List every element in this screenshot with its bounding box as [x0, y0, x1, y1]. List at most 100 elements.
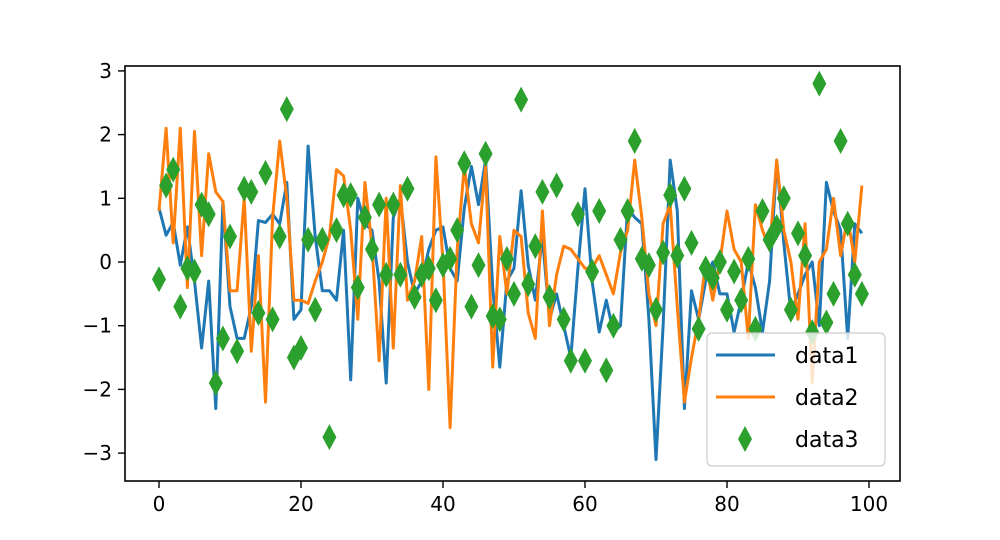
- data-point: [407, 284, 422, 311]
- data-point: [833, 127, 848, 154]
- data-point: [712, 249, 727, 275]
- legend-box: [706, 332, 886, 467]
- data-point: [791, 220, 805, 247]
- data-point: [521, 271, 536, 298]
- data-point: [251, 299, 266, 326]
- y-tick-label: 1: [99, 186, 112, 210]
- data-point: [279, 96, 294, 123]
- data-point: [265, 306, 280, 333]
- x-tick-label: 100: [850, 492, 888, 516]
- data-point: [606, 312, 621, 339]
- y-tick-label: −1: [83, 314, 112, 338]
- data-point: [315, 226, 330, 253]
- data-point: [549, 172, 564, 199]
- data-point: [769, 213, 784, 240]
- data-point: [542, 284, 557, 311]
- x-tick-label: 60: [572, 492, 597, 516]
- data-point: [166, 156, 181, 183]
- data-point: [173, 293, 188, 320]
- data-point: [294, 334, 308, 361]
- data-point: [386, 191, 401, 218]
- data-point: [152, 266, 166, 293]
- data-point: [514, 86, 529, 113]
- data-point: [720, 296, 734, 323]
- series-data3: [152, 70, 869, 451]
- data-point: [421, 255, 436, 282]
- data-point: [215, 325, 230, 352]
- data-point: [599, 357, 614, 384]
- x-tick-label: 0: [153, 492, 166, 516]
- data-point: [727, 258, 742, 285]
- data-point: [812, 70, 827, 97]
- data-point: [159, 172, 174, 199]
- data-point: [478, 140, 493, 167]
- data-point: [428, 287, 443, 314]
- data-point: [499, 245, 514, 272]
- data-point: [840, 210, 855, 237]
- data-point: [620, 198, 635, 225]
- data-point: [322, 424, 337, 451]
- data-point: [627, 127, 642, 154]
- data-point: [649, 296, 663, 323]
- data-point: [755, 198, 770, 225]
- plot-series: [152, 70, 869, 461]
- data-point: [201, 201, 216, 228]
- data-point: [570, 201, 585, 228]
- data-point: [684, 229, 699, 256]
- data-point: [365, 236, 379, 263]
- legend-label: data1: [795, 344, 859, 369]
- data-point: [578, 347, 592, 374]
- data-point: [230, 338, 245, 365]
- data-point: [507, 280, 521, 307]
- data-point: [798, 242, 813, 269]
- data-point: [187, 258, 202, 285]
- data-point: [776, 185, 791, 212]
- data-point: [350, 274, 365, 301]
- data-point: [613, 226, 628, 253]
- x-tick-label: 80: [714, 492, 739, 516]
- data-point: [329, 217, 344, 244]
- plot-frame: [124, 65, 901, 482]
- y-tick-label: −3: [83, 441, 112, 465]
- legend: data1 data2 data3: [706, 332, 886, 467]
- data-point: [783, 296, 798, 323]
- y-tick-label: 0: [99, 250, 112, 274]
- legend-label: data3: [795, 428, 859, 453]
- data-point: [641, 252, 656, 279]
- data-point: [734, 287, 749, 314]
- legend-label: data2: [795, 386, 859, 411]
- y-tick-label: −2: [83, 377, 112, 401]
- data-point: [492, 306, 507, 333]
- data-point: [656, 239, 671, 266]
- x-tick-label: 20: [288, 492, 313, 516]
- data-point: [336, 182, 351, 209]
- x-tick-label: 40: [430, 492, 455, 516]
- data-point: [741, 245, 756, 272]
- data-point: [400, 175, 415, 202]
- data-point: [244, 178, 259, 205]
- data-point: [464, 293, 479, 320]
- y-tick-label: 3: [99, 59, 112, 83]
- data-point: [443, 245, 458, 272]
- data-point: [847, 261, 862, 288]
- data-point: [357, 204, 372, 231]
- data-point: [457, 150, 472, 177]
- data-point: [677, 175, 692, 202]
- data-point: [563, 347, 578, 374]
- legend-swatch-data3: [738, 426, 752, 452]
- data-point: [535, 178, 550, 205]
- data-point: [528, 233, 543, 260]
- data-point: [272, 223, 287, 250]
- data-point: [379, 261, 394, 288]
- data-point: [592, 198, 607, 225]
- data-point: [258, 159, 273, 186]
- data-point: [372, 191, 387, 218]
- data-point: [208, 370, 223, 397]
- data-point: [223, 223, 237, 250]
- data-point: [471, 252, 486, 279]
- data-point: [450, 217, 465, 244]
- data-point: [819, 309, 834, 336]
- data-point: [705, 264, 720, 291]
- data-point: [393, 261, 408, 288]
